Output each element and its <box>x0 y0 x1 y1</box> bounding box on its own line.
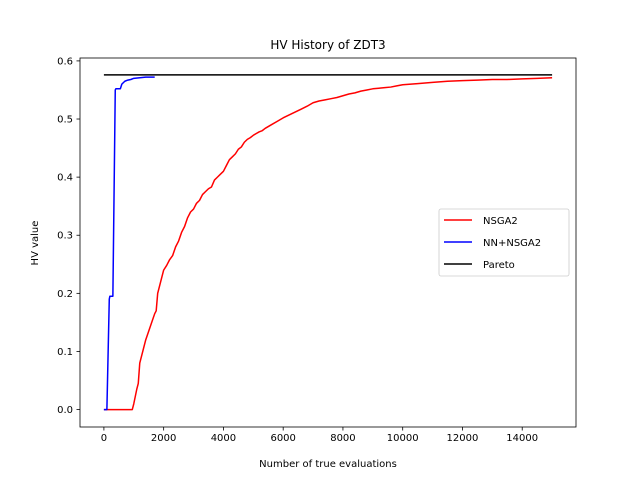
legend-label-nn-nsga2: NN+NSGA2 <box>483 238 541 249</box>
y-tick-label: 0.6 <box>57 56 73 67</box>
legend-label-pareto: Pareto <box>483 260 515 271</box>
y-tick-label: 0.5 <box>57 115 73 126</box>
y-tick-label: 0.2 <box>57 289 73 300</box>
y-tick-label: 0.4 <box>57 173 73 184</box>
x-tick-label: 2000 <box>151 433 176 444</box>
y-axis-label: HV value <box>30 221 41 266</box>
legend-box <box>438 208 570 277</box>
legend-label-nsga2: NSGA2 <box>483 216 518 227</box>
series-line-nsga2 <box>103 77 553 411</box>
x-tick-label: 10000 <box>387 433 419 444</box>
y-tick-label: 0.3 <box>57 231 73 242</box>
legend: NSGA2 NN+NSGA2 Pareto <box>438 208 570 277</box>
chart-title: HV History of ZDT3 <box>270 38 385 52</box>
x-tick-label: 14000 <box>506 433 538 444</box>
x-axis-label: Number of true evaluations <box>259 459 397 470</box>
x-tick-label: 0 <box>101 433 107 444</box>
plot-frame <box>79 57 577 428</box>
x-axis-ticks: 0 2000 4000 6000 8000 10000 12000 14000 <box>101 427 538 444</box>
series-lines <box>103 74 553 411</box>
series-line-nn-nsga2 <box>103 76 155 411</box>
y-tick-label: 0.0 <box>57 405 73 416</box>
y-axis-ticks: 0.0 0.1 0.2 0.3 0.4 0.5 0.6 <box>57 56 80 416</box>
x-tick-label: 4000 <box>211 433 236 444</box>
x-tick-label: 8000 <box>330 433 355 444</box>
y-tick-label: 0.1 <box>57 347 73 358</box>
x-tick-label: 12000 <box>447 433 479 444</box>
x-tick-label: 6000 <box>270 433 295 444</box>
